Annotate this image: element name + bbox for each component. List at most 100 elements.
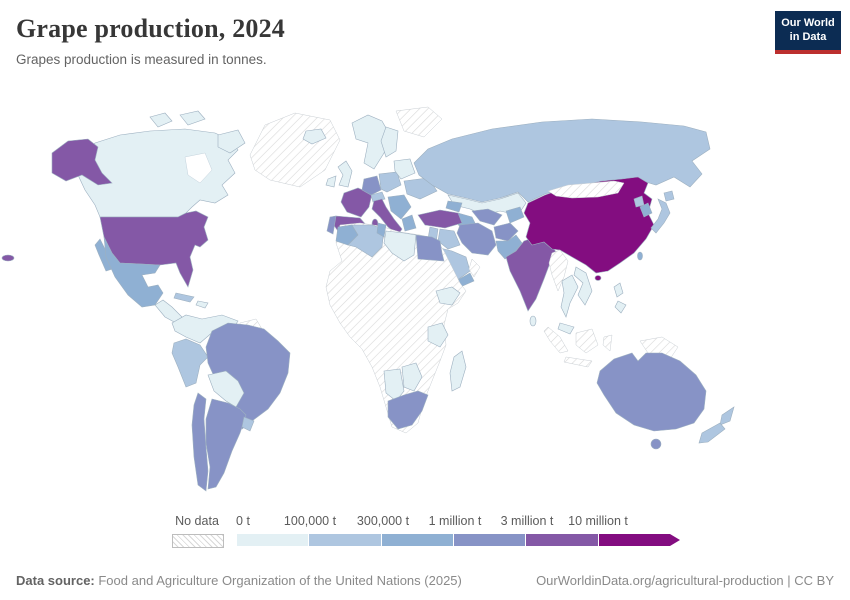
- map-region-libya[interactable]: [383, 230, 417, 262]
- map-region-sulawesi[interactable]: [602, 334, 613, 352]
- hudson-bay: [184, 152, 213, 184]
- map-region-japan[interactable]: [650, 198, 671, 234]
- map-region-namibia[interactable]: [383, 368, 405, 402]
- map-region-uk[interactable]: [337, 160, 353, 188]
- chart-subtitle: Grapes production is measured in tonnes.: [16, 52, 267, 67]
- map-region-borneo[interactable]: [575, 328, 599, 354]
- chart-header: Grape production, 2024 Grapes production…: [16, 14, 285, 67]
- map-region-chile[interactable]: [191, 392, 209, 492]
- map-region-thailand[interactable]: [560, 274, 579, 318]
- map-region-central-europe[interactable]: [378, 171, 402, 193]
- legend-tick-4: 3 million t: [500, 514, 554, 528]
- map-region-scandinavia[interactable]: [351, 114, 391, 170]
- map-region-uruguay[interactable]: [241, 416, 255, 432]
- map-region-iraq[interactable]: [437, 228, 461, 250]
- map-region-myanmar[interactable]: [548, 249, 569, 292]
- map-region-balkans[interactable]: [387, 194, 412, 220]
- map-region-malaysia[interactable]: [557, 322, 575, 335]
- map-region-afghanistan[interactable]: [493, 222, 519, 242]
- legend-bin-0[interactable]: [237, 534, 310, 546]
- map-region-madagascar[interactable]: [449, 350, 467, 392]
- data-source: Data source: Food and Agriculture Organi…: [16, 573, 462, 588]
- map-region-peru[interactable]: [171, 338, 209, 388]
- map-region-new-zealand[interactable]: [698, 422, 726, 444]
- map-region-iran[interactable]: [456, 222, 497, 256]
- map-region-hokkaido[interactable]: [663, 190, 675, 202]
- map-region-algeria[interactable]: [347, 224, 385, 258]
- map-region-caucasus[interactable]: [445, 200, 463, 213]
- chart-footer: Data source: Food and Agriculture Organi…: [0, 573, 850, 588]
- map-region-uzbekistan[interactable]: [471, 208, 503, 226]
- map-region-svalbard[interactable]: [395, 106, 443, 138]
- legend-bin-1[interactable]: [309, 534, 382, 546]
- map-region-mongolia[interactable]: [547, 180, 625, 199]
- map-region-germany[interactable]: [361, 175, 382, 196]
- legend-arrow: [670, 534, 680, 546]
- map-region-argentina[interactable]: [205, 398, 247, 490]
- map-region-greenland[interactable]: [249, 112, 341, 188]
- map-region-arctic-island[interactable]: [149, 112, 173, 128]
- map-region-russia[interactable]: [413, 118, 711, 203]
- map-region-iceland[interactable]: [302, 128, 327, 145]
- map-region-sumatra[interactable]: [543, 326, 569, 354]
- legend-tick-1: 100,000 t: [283, 514, 337, 528]
- legend-tick-3: 1 million t: [428, 514, 482, 528]
- map-region-canada[interactable]: [77, 128, 239, 218]
- map-region-france[interactable]: [340, 187, 373, 218]
- map-region-ethiopia[interactable]: [435, 286, 461, 306]
- map-region-belarus-baltics[interactable]: [393, 158, 416, 180]
- map-region-hainan[interactable]: [594, 275, 602, 281]
- owid-logo-line2: in Data: [789, 30, 827, 43]
- map-region-botswana-zimbabwe[interactable]: [401, 362, 423, 392]
- map-region-pakistan[interactable]: [495, 234, 523, 260]
- data-source-text: Food and Agriculture Organization of the…: [94, 573, 462, 588]
- legend-no-data-label: No data: [175, 514, 219, 528]
- legend-color-bar: [237, 534, 670, 546]
- map-region-new-guinea[interactable]: [639, 336, 679, 360]
- map-region-egypt[interactable]: [415, 234, 445, 262]
- credit-link[interactable]: OurWorldinData.org/agricultural-producti…: [536, 573, 834, 588]
- map-region-oman[interactable]: [468, 258, 481, 278]
- legend-bin-5[interactable]: [598, 534, 670, 546]
- legend-bin-4[interactable]: [526, 534, 599, 546]
- map-region-new-zealand[interactable]: [719, 406, 735, 426]
- map-region-sri-lanka[interactable]: [529, 315, 537, 327]
- legend-bin-2[interactable]: [381, 534, 454, 546]
- map-region-taiwan[interactable]: [637, 251, 643, 261]
- map-region-java[interactable]: [563, 356, 593, 368]
- map-region-baffin[interactable]: [217, 129, 246, 154]
- map-region-china[interactable]: [523, 176, 655, 274]
- map-region-tunisia[interactable]: [376, 222, 387, 238]
- map-region-australia[interactable]: [596, 352, 707, 432]
- map-region-vietnam-laos[interactable]: [573, 266, 593, 306]
- map-region-south-africa[interactable]: [387, 390, 429, 430]
- map-region-ireland[interactable]: [325, 175, 337, 188]
- legend-tick-5: 10 million t: [568, 514, 628, 528]
- map-region-finland[interactable]: [380, 126, 399, 158]
- map-region-alaska[interactable]: [51, 138, 113, 186]
- map-region-hawaii[interactable]: [1, 254, 15, 262]
- map-region-turkey[interactable]: [417, 209, 463, 229]
- owid-logo-line1: Our World: [781, 16, 835, 29]
- map-legend: No data 0 t 100,000 t 300,000 t 1 millio…: [0, 512, 850, 552]
- map-region-philippines[interactable]: [613, 282, 624, 298]
- legend-tick-2: 300,000 t: [356, 514, 410, 528]
- map-region-hispaniola[interactable]: [195, 300, 209, 309]
- map-region-bolivia-paraguay[interactable]: [207, 370, 245, 408]
- owid-logo[interactable]: Our World in Data: [775, 11, 841, 54]
- credit-line[interactable]: OurWorldinData.org/agricultural-producti…: [536, 573, 834, 588]
- map-region-greece[interactable]: [401, 214, 417, 232]
- map-region-tasmania[interactable]: [650, 438, 662, 450]
- map-region-portugal[interactable]: [326, 215, 337, 235]
- map-region-mexico[interactable]: [103, 236, 164, 308]
- legend-bin-3[interactable]: [453, 534, 527, 546]
- map-region-kyrgyzstan-tajikistan[interactable]: [505, 206, 525, 224]
- legend-no-data-swatch[interactable]: [172, 534, 224, 548]
- map-region-arctic-island[interactable]: [179, 110, 206, 126]
- map-region-cuba[interactable]: [173, 292, 195, 303]
- map-region-philippines[interactable]: [614, 300, 627, 314]
- map-region-kazakhstan[interactable]: [447, 192, 527, 216]
- map-region-south-korea[interactable]: [639, 202, 653, 218]
- map-region-tanzania[interactable]: [427, 322, 449, 348]
